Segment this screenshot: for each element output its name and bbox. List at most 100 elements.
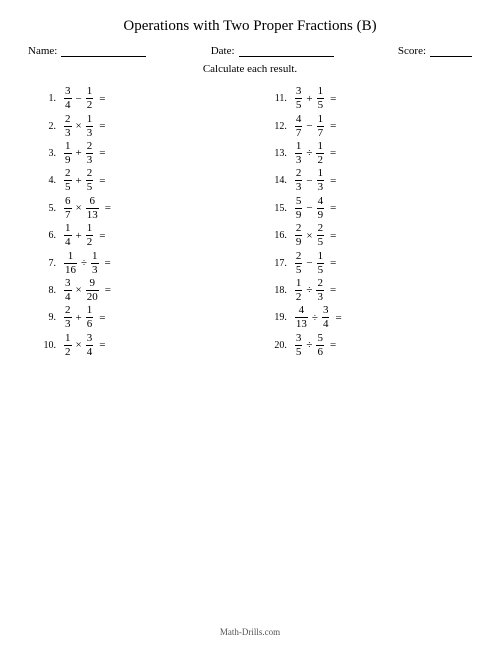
denominator: 3 xyxy=(64,317,72,330)
denominator: 13 xyxy=(295,317,308,330)
denominator: 20 xyxy=(86,290,99,303)
name-input-line[interactable] xyxy=(61,45,146,57)
denominator: 13 xyxy=(86,208,99,221)
numerator: 4 xyxy=(317,196,325,208)
numerator: 1 xyxy=(317,168,325,180)
denominator: 9 xyxy=(295,208,303,221)
numerator: 2 xyxy=(86,168,94,180)
problem-number: 14. xyxy=(265,175,287,186)
problem-row: 8.34×920= xyxy=(28,277,241,304)
numerator: 1 xyxy=(295,141,303,153)
operator: − xyxy=(306,120,312,132)
problem-row: 2.23×13= xyxy=(28,112,241,139)
fraction: 116 xyxy=(64,251,77,276)
operator: + xyxy=(76,312,82,324)
problem-number: 10. xyxy=(34,340,56,351)
numerator: 2 xyxy=(295,251,303,263)
denominator: 7 xyxy=(295,126,303,139)
problem-number: 17. xyxy=(265,258,287,269)
equals-sign: = xyxy=(99,147,105,159)
numerator: 1 xyxy=(295,278,303,290)
date-field: Date: xyxy=(211,45,334,57)
fraction: 12 xyxy=(64,333,72,358)
problem-number: 13. xyxy=(265,148,287,159)
problem-number: 9. xyxy=(34,312,56,323)
denominator: 3 xyxy=(86,153,94,166)
problem-number: 20. xyxy=(265,340,287,351)
denominator: 6 xyxy=(86,317,94,330)
fraction: 23 xyxy=(316,278,324,303)
problem-row: 9.23+16= xyxy=(28,304,241,331)
denominator: 3 xyxy=(317,180,325,193)
fraction: 920 xyxy=(86,278,99,303)
problem-row: 15.59−49= xyxy=(259,195,472,222)
denominator: 2 xyxy=(295,290,303,303)
fraction: 14 xyxy=(64,223,72,248)
problem-number: 2. xyxy=(34,121,56,132)
problem-row: 5.67×613= xyxy=(28,195,241,222)
operator: + xyxy=(76,147,82,159)
fraction: 613 xyxy=(86,196,99,221)
problem-row: 6.14+12= xyxy=(28,222,241,249)
problem-row: 4.25+25= xyxy=(28,167,241,194)
numerator: 3 xyxy=(64,278,72,290)
denominator: 5 xyxy=(295,263,303,276)
score-input-line[interactable] xyxy=(430,45,472,57)
problem-number: 19. xyxy=(265,312,287,323)
numerator: 1 xyxy=(91,251,99,263)
fraction: 23 xyxy=(64,305,72,330)
problem-row: 17.25−15= xyxy=(259,249,472,276)
denominator: 5 xyxy=(317,235,325,248)
problem-number: 4. xyxy=(34,175,56,186)
problem-number: 3. xyxy=(34,148,56,159)
numerator: 1 xyxy=(86,86,94,98)
equals-sign: = xyxy=(330,339,336,351)
date-label: Date: xyxy=(211,45,235,57)
operator: ÷ xyxy=(306,284,312,296)
operator: − xyxy=(306,175,312,187)
fraction: 15 xyxy=(317,251,325,276)
score-field: Score: xyxy=(398,45,472,57)
numerator: 1 xyxy=(317,114,325,126)
denominator: 2 xyxy=(64,345,72,358)
denominator: 5 xyxy=(317,263,325,276)
problem-number: 5. xyxy=(34,203,56,214)
date-input-line[interactable] xyxy=(239,45,334,57)
equals-sign: = xyxy=(105,257,111,269)
problem-row: 16.29×25= xyxy=(259,222,472,249)
numerator: 5 xyxy=(295,196,303,208)
page-title: Operations with Two Proper Fractions (B) xyxy=(28,18,472,35)
fraction: 19 xyxy=(64,141,72,166)
operator: ÷ xyxy=(312,312,318,324)
problem-columns: 1.34−12=2.23×13=3.19+23=4.25+25=5.67×613… xyxy=(28,85,472,359)
numerator: 6 xyxy=(64,196,72,208)
numerator: 2 xyxy=(64,114,72,126)
denominator: 3 xyxy=(295,153,303,166)
fraction: 23 xyxy=(295,168,303,193)
fraction: 17 xyxy=(317,114,325,139)
numerator: 6 xyxy=(86,196,99,208)
numerator: 1 xyxy=(86,305,94,317)
operator: × xyxy=(76,202,82,214)
fraction: 56 xyxy=(316,333,324,358)
operator: × xyxy=(76,284,82,296)
problem-number: 16. xyxy=(265,230,287,241)
equals-sign: = xyxy=(99,93,105,105)
fraction: 12 xyxy=(86,86,94,111)
equals-sign: = xyxy=(99,339,105,351)
denominator: 9 xyxy=(64,153,72,166)
numerator: 4 xyxy=(295,305,308,317)
numerator: 2 xyxy=(295,223,303,235)
problem-number: 6. xyxy=(34,230,56,241)
name-label: Name: xyxy=(28,45,57,57)
denominator: 3 xyxy=(64,126,72,139)
denominator: 9 xyxy=(317,208,325,221)
numerator: 1 xyxy=(86,114,94,126)
denominator: 4 xyxy=(86,345,94,358)
denominator: 5 xyxy=(86,180,94,193)
problem-row: 1.34−12= xyxy=(28,85,241,112)
fraction: 12 xyxy=(316,141,324,166)
problem-number: 1. xyxy=(34,93,56,104)
denominator: 6 xyxy=(316,345,324,358)
problem-row: 7.116÷13= xyxy=(28,249,241,276)
